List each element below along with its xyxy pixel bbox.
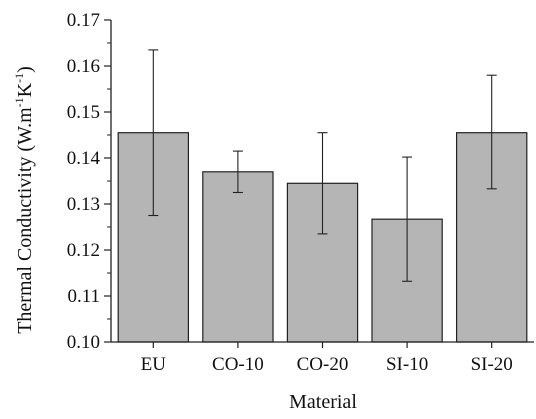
y-axis-title: Thermal Conductivity (W.m-1K-1): [12, 66, 36, 334]
y-tick-label: 0.16: [67, 56, 100, 77]
y-axis-title-end: ): [14, 66, 36, 73]
y-tick-label: 0.15: [67, 102, 100, 123]
y-axis-title-sup1: -1: [12, 97, 26, 107]
y-tick-label: 0.12: [67, 240, 100, 261]
y-axis-title-sup2: -1: [12, 73, 26, 83]
y-tick-label: 0.10: [67, 332, 100, 353]
axes-layer: [104, 19, 534, 348]
y-axis-title-mid: K: [14, 82, 36, 97]
bar-co-10: [202, 171, 274, 343]
x-axis-title: Material: [289, 391, 357, 413]
y-axis-title-main: Thermal Conductivity (W.m: [14, 107, 36, 334]
y-tick-label: 0.13: [67, 194, 100, 215]
x-tick-label-si-10: SI-10: [386, 354, 428, 375]
x-tick-label-co-20: CO-20: [297, 354, 349, 375]
y-tick-label: 0.11: [67, 286, 100, 307]
y-tick-label: 0.17: [67, 10, 100, 31]
x-tick-label-co-10: CO-10: [212, 354, 264, 375]
error-bars-layer: [148, 49, 497, 282]
x-tick-label-si-20: SI-20: [471, 354, 513, 375]
y-tick-label: 0.14: [67, 148, 101, 169]
labels-layer: EU CO-10 CO-20 SI-10 SI-20 0.10 0.11 0.12 0.13 0.…: [67, 10, 513, 375]
x-tick-label-eu: EU: [141, 354, 167, 375]
